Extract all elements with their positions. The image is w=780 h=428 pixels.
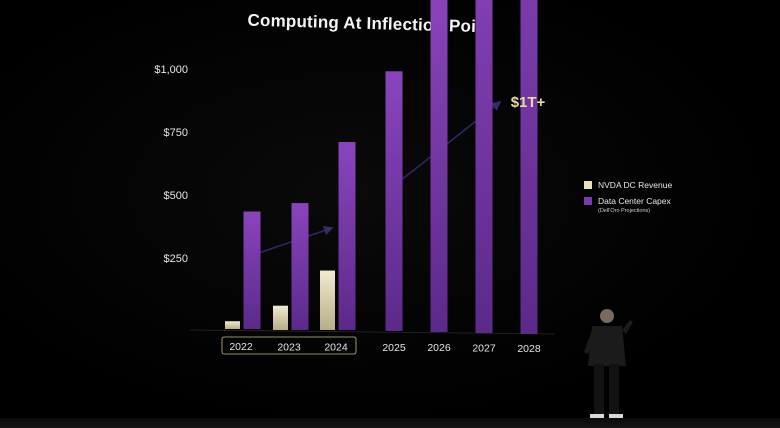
bar-capex-2028	[520, 0, 538, 334]
legend-note: (Dell'Oro Projections)	[598, 208, 651, 214]
legend-item-revenue: NVDA DC Revenue	[584, 180, 672, 190]
y-axis: $1,000 $750 $500 $250	[154, 64, 188, 265]
stage-floor	[0, 418, 780, 428]
y-tick-label: $1,000	[154, 64, 188, 76]
x-tick-label-2022: 2022	[229, 341, 253, 353]
legend-swatch-capex	[584, 197, 592, 205]
legend-item-capex: Data Center Capex	[584, 196, 672, 206]
x-tick-label-2026: 2026	[427, 342, 451, 354]
x-tick-label-2023: 2023	[277, 341, 301, 353]
trend-arrow-1	[249, 226, 334, 257]
x-tick-label-2025: 2025	[382, 342, 406, 354]
bar-capex-2024	[338, 142, 356, 330]
legend-label-capex: Data Center Capex	[598, 196, 671, 206]
bar-revenue-2023	[273, 305, 288, 330]
bar-capex-2027	[475, 0, 493, 334]
y-tick-label: $500	[164, 190, 188, 202]
bar-revenue-2024	[320, 270, 335, 330]
trend-arrows	[249, 101, 502, 257]
x-tick-label-2024: 2024	[324, 342, 348, 354]
bar-capex-2025	[385, 71, 403, 332]
bar-capex-2023	[291, 203, 309, 330]
bar-capex-2026	[430, 0, 448, 333]
baseline	[189, 329, 556, 335]
x-tick-label-2027: 2027	[472, 343, 496, 355]
highlight-box	[221, 336, 357, 355]
bars	[225, 0, 538, 334]
bar-capex-2022	[243, 211, 261, 329]
legend: NVDA DC Revenue Data Center Capex (Dell'…	[584, 180, 672, 214]
legend-label-revenue: NVDA DC Revenue	[598, 180, 673, 190]
bar-revenue-2022	[225, 321, 240, 329]
legend-swatch-revenue	[584, 181, 592, 189]
annotation-1t: $1T+	[511, 94, 546, 111]
y-tick-label: $750	[164, 127, 188, 139]
y-tick-label: $250	[164, 253, 188, 265]
presenter-figure	[584, 309, 633, 419]
x-axis: 2022 2023 2024 2025 2026 2027 2028	[229, 341, 541, 355]
x-tick-label-2028: 2028	[517, 343, 541, 355]
